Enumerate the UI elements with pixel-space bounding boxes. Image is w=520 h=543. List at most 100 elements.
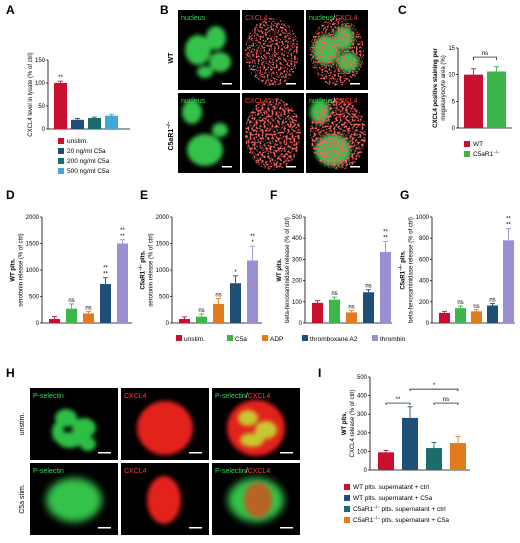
y-tick-label-d-2: 1000 <box>26 268 40 274</box>
y-tick-label-c-1: 5 <box>452 99 456 105</box>
chart-f: 0 100 200 300 400 500 WT plts. beta-hexosaminid… <box>277 215 392 327</box>
sig-label-e-1-0: ns <box>198 308 204 314</box>
y-tick-label-d-4: 2000 <box>26 215 40 221</box>
bar-f-4 <box>380 251 391 323</box>
sig-label-f-4-0: ** <box>383 235 388 241</box>
sig-label-g-2-0: ns <box>473 304 479 310</box>
panel-label-i: I <box>318 366 321 380</box>
bracket-i-2 <box>409 388 459 392</box>
sig-label-d-1-0: ns <box>68 298 74 304</box>
chart-c: 0 5 10 15 CXCL4 positive staining per megakar… <box>433 46 512 158</box>
micrograph-b: nucleus CXCL4 nucleus/CXCL4 nucleus CXCL… <box>166 10 368 173</box>
y-axis-label-g-0: C5aR1−/− plts. <box>398 250 407 290</box>
panel-label-c: C <box>398 3 407 17</box>
legend-label-a-0: unstim. <box>67 138 88 145</box>
panel-label-a: A <box>6 3 15 17</box>
micro-h-row-c5a: C5a stim. <box>19 484 26 514</box>
panel-label-g: G <box>400 188 409 202</box>
y-tick-label-f-2: 200 <box>292 279 303 285</box>
micrograph-h: P-selectin CXCL4 P-selectin/CXCL4 P-sele… <box>19 388 300 535</box>
micro-h-label-merge-2: P-selectin/CXCL4 <box>215 468 270 475</box>
y-tick-label-c-0: 0 <box>452 126 456 132</box>
sig-label-d-2-0: ns <box>85 305 91 311</box>
y-axis-label-i-0: WT plts. <box>342 412 348 436</box>
bar-c-1 <box>487 71 506 128</box>
bar-a-3 <box>105 115 118 129</box>
y-tick-label-i-0: 0 <box>364 468 368 474</box>
sig-label-f-1-0: ns <box>331 291 337 297</box>
y-tick-label-d-0: 0 <box>36 321 40 327</box>
bar-d-0 <box>49 319 60 323</box>
y-axis-label-c-0: CXCL4 positive staining per <box>433 47 439 127</box>
y-axis-label-e-1: serotonin release (% of ctrl) <box>148 233 154 306</box>
y-tick-label-a-2: 100 <box>35 81 46 87</box>
legend-label-i-3: C5aR1−/− plts. supernatant + C5a <box>353 516 449 525</box>
legend-d-g: unstim. C5a ADP thromboxane A2 thrombin <box>176 335 406 343</box>
y-tick-label-e-2: 1000 <box>156 268 170 274</box>
bar-i-0 <box>378 452 394 470</box>
sig-label-e-2-0: ns <box>215 293 221 299</box>
legend-label-a-2: 200 ng/ml C5a <box>67 158 110 165</box>
legend-dg-label-2: ADP <box>270 336 283 343</box>
sig-label-d-3-0: ** <box>103 272 108 278</box>
y-tick-label-a-0: 0 <box>42 127 46 133</box>
y-tick-label-e-3: 1500 <box>156 242 170 248</box>
bar-i-2 <box>426 448 442 470</box>
bar-f-1 <box>329 299 340 323</box>
legend-label-a-1: 20 ng/ml C5a <box>67 148 106 155</box>
panel-label-b: B <box>160 3 169 17</box>
bar-f-0 <box>312 302 323 323</box>
sig-label-g-1-0: ns <box>457 300 463 306</box>
micro-h-row-unstim: unstim. <box>19 413 26 436</box>
y-tick-label-f-1: 100 <box>292 300 303 306</box>
chart-i: 0 100 200 300 400 500 WT plts. CXCL4 release (%… <box>342 375 470 524</box>
sig-label-e-4-1: ** <box>250 234 255 240</box>
y-axis-label-d-0: WT plts. <box>10 258 16 282</box>
sig-label-f-2-0: ns <box>348 305 354 311</box>
y-tick-label-i-4: 400 <box>357 394 368 400</box>
bar-g-3 <box>487 305 498 323</box>
sig-label-a-0-0: ** <box>58 75 63 81</box>
legend-dg-label-4: thrombin <box>380 336 406 343</box>
micro-b-label-merge-2: nucleus/CXCL4 <box>309 98 358 105</box>
bar-d-3 <box>100 284 111 323</box>
legend-dg-swatch-4 <box>372 335 378 341</box>
y-axis-label-g-1: beta-hexosaminidase release (% of ctrl) <box>408 217 414 323</box>
chart-d: 0 500 1000 1500 2000 WT plts. serotonin releas… <box>10 215 132 327</box>
bracket-label-i-2: * <box>433 383 436 389</box>
legend-label-i-0: WT plts. supernatant + ctrl <box>353 484 429 491</box>
legend-swatch-i-0 <box>344 484 350 490</box>
micro-b-label-nucleus: nucleus <box>181 15 206 22</box>
bar-c-0 <box>464 74 483 128</box>
sig-label-d-4-0: ** <box>120 234 125 240</box>
sig-label-f-4-1: ** <box>383 229 388 235</box>
y-tick-label-f-4: 400 <box>292 236 303 242</box>
legend-swatch-a-0 <box>58 138 64 144</box>
bar-f-3 <box>363 292 374 323</box>
legend-label-i-2: C5aR1−/− plts. supernatant + ctrl <box>353 505 446 514</box>
bar-g-0 <box>439 312 450 323</box>
legend-dg-label-0: unstim. <box>184 336 205 343</box>
legend-swatch-a-1 <box>58 148 64 154</box>
y-tick-label-g-1: 200 <box>419 300 430 306</box>
legend-swatch-c-0 <box>464 141 470 147</box>
chart-g: 0 200 400 600 800 1000 C5aR1−/− plts. beta-hexo… <box>398 215 515 327</box>
legend-swatch-a-3 <box>58 168 64 174</box>
y-tick-label-a-3: 150 <box>35 58 46 64</box>
micro-h-label-pselectin: P-selectin <box>33 393 64 400</box>
legend-swatch-i-1 <box>344 495 350 501</box>
y-tick-label-g-4: 800 <box>419 236 430 242</box>
bar-e-3 <box>230 283 241 323</box>
legend-swatch-c-1 <box>464 151 470 157</box>
bar-g-2 <box>471 311 482 323</box>
bracket-label-i-0: ** <box>396 397 401 403</box>
y-tick-label-i-2: 200 <box>357 431 368 437</box>
legend-label-c-1: C5aR1−/− <box>473 150 500 159</box>
y-tick-label-f-3: 300 <box>292 257 303 263</box>
bracket-i-1 <box>433 402 459 406</box>
y-axis-label-f-0: WT plts. <box>277 258 283 282</box>
bar-a-0 <box>54 83 67 129</box>
y-tick-label-g-2: 400 <box>419 279 430 285</box>
panel-label-d: D <box>6 188 15 202</box>
